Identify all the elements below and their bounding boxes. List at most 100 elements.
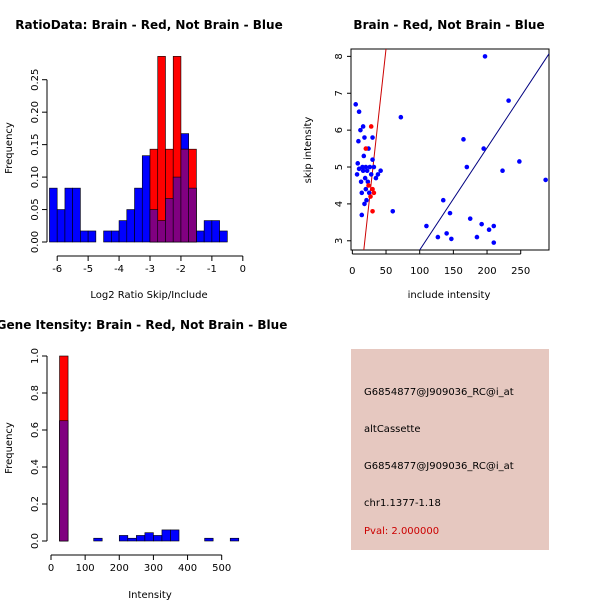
blue-point	[367, 164, 373, 170]
scatter-plot-box	[350, 48, 550, 251]
red-point	[370, 186, 375, 192]
ratio-red-bar	[157, 56, 166, 243]
blue-point	[356, 109, 362, 114]
scatter-x-tick-label: 100	[410, 266, 429, 277]
blue-point	[491, 240, 497, 245]
scatter-x-tick-label: 50	[380, 266, 393, 277]
blue-point	[360, 124, 366, 129]
blue-point	[486, 227, 492, 233]
intensity-y-tick-label: 0.0	[30, 533, 41, 549]
intensity-x-tick-label: 300	[144, 563, 163, 574]
blue-point	[368, 172, 374, 177]
ratio-blue-bar	[49, 187, 58, 243]
scatter-x-tick-label: 250	[511, 266, 530, 277]
blue-point	[371, 164, 377, 170]
intensity-blue-bar	[161, 529, 171, 542]
ratio-y-tick-label: 0.10	[30, 166, 41, 188]
blue-point	[479, 221, 484, 227]
blue-point	[365, 179, 371, 185]
scatter-x-tick-label: 200	[477, 266, 496, 277]
intensity-x-tick-label: 200	[110, 563, 129, 574]
blue-point	[362, 201, 367, 207]
scatter-y-tick-label: 5	[334, 164, 345, 170]
ratio-blue-bar	[111, 230, 120, 243]
blue-point	[481, 146, 486, 151]
intensity-blue-bar	[204, 537, 214, 542]
blue-point	[364, 197, 369, 203]
intensity-blue-bar	[136, 535, 146, 542]
ratio-x-tick-label: -4	[114, 264, 124, 275]
ratio-histogram-title: RatioData: Brain - Red, Not Brain - Blue	[15, 18, 282, 32]
red-point	[371, 190, 377, 196]
blue-point	[375, 172, 381, 177]
blue-point	[363, 186, 369, 192]
blue-point	[506, 98, 511, 103]
blue-point	[474, 234, 480, 240]
blue-point	[461, 137, 466, 142]
gene-intensity-histogram: Gene Itensity: Brain - Red, Not Brain - …	[0, 318, 287, 600]
blue-point	[449, 236, 454, 242]
red-line	[363, 49, 387, 250]
intensity-x-tick-label: 100	[76, 563, 95, 574]
intensity-blue-bar	[144, 532, 154, 542]
blue-point	[360, 164, 365, 170]
ratio-overlap-bar	[165, 198, 174, 243]
scatter-y-tick-label: 7	[334, 90, 345, 96]
intensity-y-tick-label: 0.8	[30, 385, 41, 401]
red-point	[366, 183, 371, 188]
blue-point	[354, 172, 360, 177]
ratio-y-tick-label: 0.20	[30, 101, 41, 123]
ratio-y-tick-label: 0.00	[30, 231, 41, 253]
probe-id-secondary: G6854877@J909036_RC@i_at	[364, 461, 514, 472]
probe-info-panel: G6854877@J909036_RC@i_at altCassette G68…	[351, 349, 549, 550]
blue-point	[370, 157, 375, 162]
blue-point	[447, 210, 453, 216]
ratio-blue-bar	[56, 209, 66, 243]
scatter-title: Brain - Red, Not Brain - Blue	[353, 18, 544, 32]
blue-point	[378, 168, 383, 174]
ratio-y-tick-label: 0.25	[30, 69, 41, 91]
scatter-x-tick-label: 0	[349, 266, 355, 277]
ratio-x-tick-label: -6	[52, 264, 62, 275]
event-type: altCassette	[364, 424, 421, 435]
blue-point	[362, 135, 367, 140]
ratio-histogram: RatioData: Brain - Red, Not Brain - Blue…	[4, 18, 283, 301]
ratio-overlap-bar	[172, 176, 182, 243]
ratio-blue-bar	[141, 155, 151, 243]
blue-point	[356, 138, 361, 144]
ratio-histogram-ylabel: Frequency	[4, 122, 15, 174]
blue-point	[360, 168, 366, 174]
intensity-scatter: Brain - Red, Not Brain - Blue include in…	[303, 18, 550, 301]
blue-point	[424, 223, 429, 229]
intensity-blue-bar	[93, 537, 103, 542]
blue-point	[467, 216, 473, 221]
scatter-xlabel: include intensity	[408, 290, 491, 301]
blue-point	[359, 212, 365, 218]
blue-point	[390, 208, 396, 214]
intensity-x-tick-label: 400	[178, 563, 197, 574]
blue-point	[464, 164, 470, 170]
scatter-ylabel: skip intensity	[303, 117, 314, 184]
blue-point	[358, 179, 364, 185]
gene-intensity-ylabel: Frequency	[4, 422, 15, 474]
intensity-y-tick-label: 0.2	[30, 496, 41, 512]
blue-point	[359, 190, 365, 196]
ratio-blue-bar	[219, 230, 228, 243]
red-point	[363, 146, 369, 151]
ratio-blue-bar	[80, 230, 89, 243]
blue-point	[353, 102, 359, 107]
ratio-blue-bar	[118, 220, 128, 243]
blue-point	[543, 177, 548, 183]
intensity-blue-bar	[118, 535, 129, 542]
ratio-x-tick-label: 0	[240, 264, 246, 275]
red-point	[368, 124, 374, 129]
blue-point	[440, 197, 446, 203]
intensity-blue-bar	[153, 535, 163, 542]
blue-point	[358, 127, 363, 133]
intensity-x-tick-label: 500	[212, 563, 231, 574]
ratio-x-tick-label: -1	[207, 264, 217, 275]
fit-line	[419, 53, 549, 250]
ratio-blue-bar	[211, 220, 220, 243]
blue-point	[364, 168, 370, 174]
